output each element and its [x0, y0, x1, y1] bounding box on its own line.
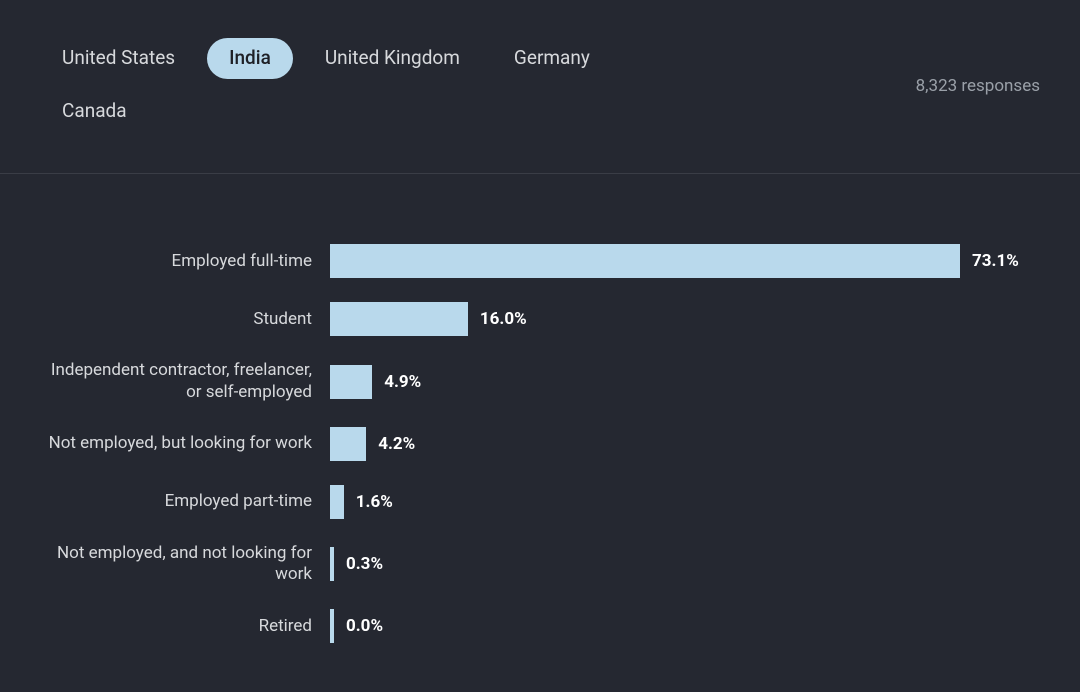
bar-value: 0.0%	[346, 616, 383, 636]
tab-india[interactable]: India	[207, 38, 293, 79]
tab-canada[interactable]: Canada	[40, 91, 149, 132]
chart-row-label: Retired	[40, 616, 330, 637]
chart-row: Student 16.0%	[40, 302, 1020, 336]
header: United States India United Kingdom Germa…	[0, 0, 1080, 174]
response-count: 8,323 responses	[916, 76, 1040, 96]
chart-row: Employed full-time 73.1%	[40, 244, 1020, 278]
bar-track: 1.6%	[330, 485, 1020, 519]
bar-track: 0.3%	[330, 547, 1020, 581]
bar-track: 4.2%	[330, 427, 1020, 461]
bar	[330, 365, 372, 399]
tab-germany[interactable]: Germany	[492, 38, 612, 79]
bar-value: 0.3%	[346, 554, 383, 574]
chart-row-label: Not employed, but looking for work	[40, 433, 330, 454]
chart-row-label: Independent contractor, freelancer, or s…	[40, 360, 330, 403]
bar-track: 73.1%	[330, 244, 1020, 278]
bar-track: 0.0%	[330, 609, 1020, 643]
survey-panel: United States India United Kingdom Germa…	[0, 0, 1080, 692]
chart-row-label: Employed full-time	[40, 251, 330, 272]
chart-row-label: Not employed, and not looking for work	[40, 543, 330, 586]
employment-chart: Employed full-time 73.1% Student 16.0% Indep…	[0, 174, 1080, 643]
chart-row: Not employed, but looking for work 4.2%	[40, 427, 1020, 461]
chart-row: Independent contractor, freelancer, or s…	[40, 360, 1020, 403]
bar	[330, 485, 344, 519]
bar-value: 16.0%	[480, 309, 527, 329]
chart-row: Not employed, and not looking for work 0.…	[40, 543, 1020, 586]
bar	[330, 302, 468, 336]
bar-track: 4.9%	[330, 365, 1020, 399]
chart-row-label: Student	[40, 309, 330, 330]
tab-united-states[interactable]: United States	[40, 38, 197, 79]
tab-united-kingdom[interactable]: United Kingdom	[303, 38, 482, 79]
bar-value: 1.6%	[356, 492, 393, 512]
bar-value: 4.2%	[378, 434, 415, 454]
chart-row-label: Employed part-time	[40, 491, 330, 512]
bar-value: 73.1%	[972, 251, 1019, 271]
bar-value: 4.9%	[384, 372, 421, 392]
bar	[330, 427, 366, 461]
chart-row: Retired 0.0%	[40, 609, 1020, 643]
bar-track: 16.0%	[330, 302, 1020, 336]
chart-row: Employed part-time 1.6%	[40, 485, 1020, 519]
country-tabs: United States India United Kingdom Germa…	[40, 38, 740, 143]
bar	[330, 244, 960, 278]
bar	[330, 609, 334, 643]
bar	[330, 547, 334, 581]
